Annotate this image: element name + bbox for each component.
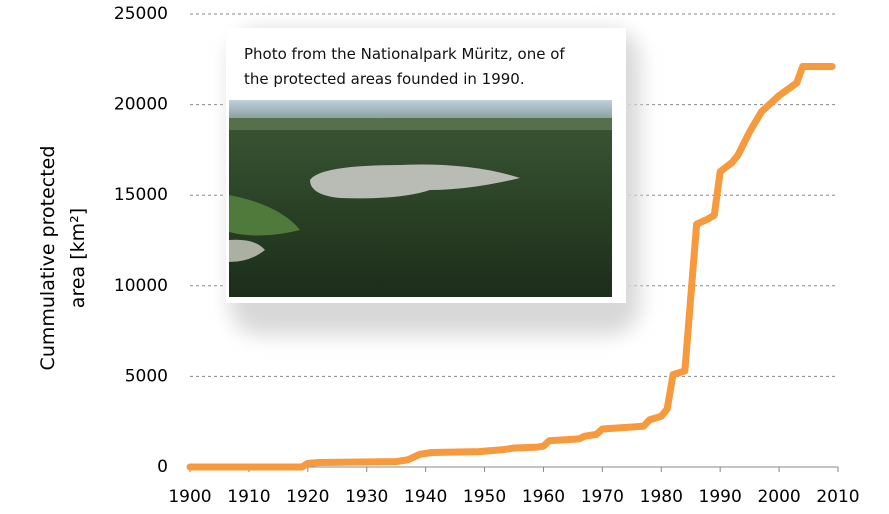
- x-tick-label: 1970: [581, 487, 624, 507]
- photo-inset: [226, 28, 640, 335]
- photo-fields: [229, 118, 612, 130]
- annotation: Photo from the Nationalpark Müritz, one …: [244, 45, 565, 88]
- x-tick-label: 2010: [816, 487, 859, 507]
- x-tick-label: 1990: [699, 487, 742, 507]
- y-axis-label: Cummulative protected area [km²]: [37, 145, 89, 371]
- photo-trees: [229, 195, 300, 236]
- y-tick-label: 0: [157, 457, 168, 477]
- x-tick-label: 1960: [522, 487, 565, 507]
- y-tick-label: 5000: [125, 366, 168, 386]
- y-tick-label: 15000: [114, 185, 168, 205]
- photo-sky: [229, 100, 612, 118]
- x-tick-label: 1910: [227, 487, 270, 507]
- photo-pond: [229, 239, 265, 262]
- photo: [229, 100, 612, 297]
- x-tick-label: 2000: [757, 487, 800, 507]
- y-tick-label: 20000: [114, 95, 168, 115]
- x-tick-label: 1980: [640, 487, 683, 507]
- y-tick-label: 25000: [114, 4, 168, 24]
- x-tick-label: 1940: [404, 487, 447, 507]
- x-tick-label: 1900: [168, 487, 211, 507]
- x-tick-label: 1950: [463, 487, 506, 507]
- data-line: [186, 63, 836, 471]
- photo-lake: [310, 164, 520, 199]
- x-tick-label: 1930: [345, 487, 388, 507]
- x-tick-label: 1920: [286, 487, 329, 507]
- y-tick-label: 10000: [114, 276, 168, 296]
- plot: 0 5000 10000 15000 20000 25000 1900 1910 1920 193…: [114, 4, 860, 507]
